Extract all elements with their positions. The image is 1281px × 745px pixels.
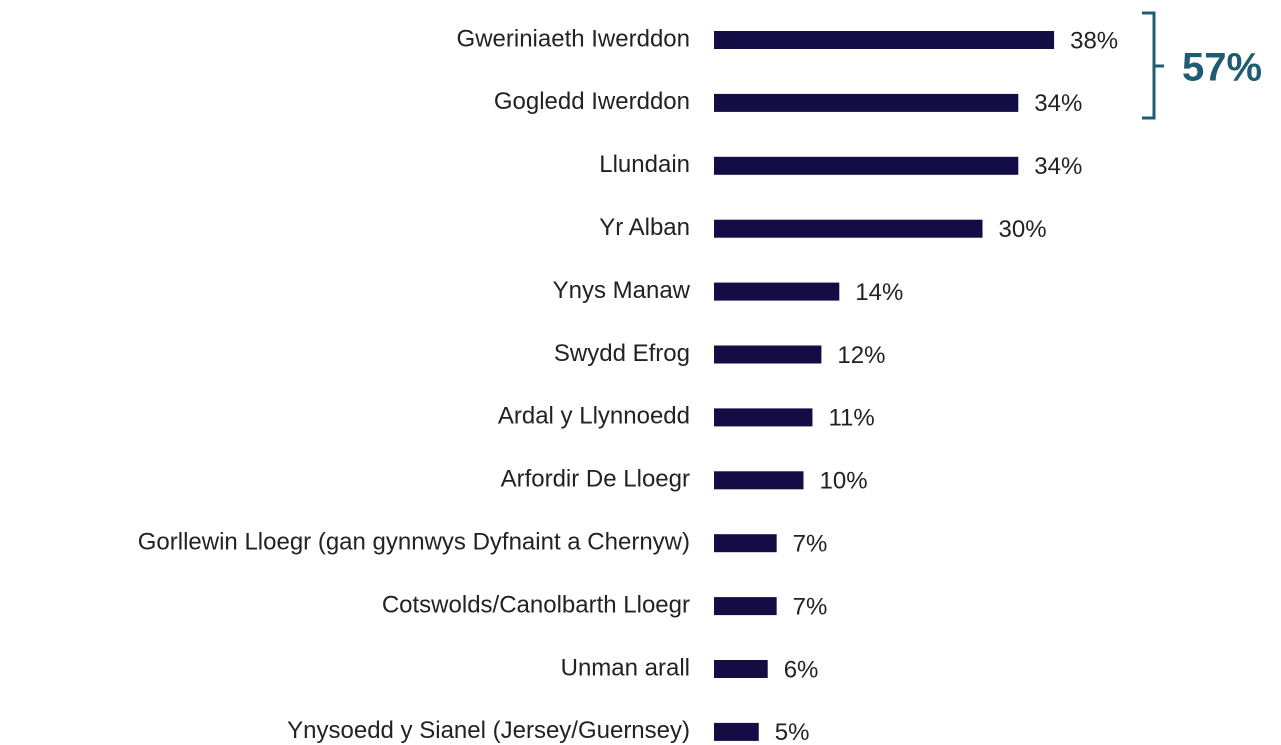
value-label: 11% [828,405,874,432]
bar [714,282,840,301]
bar [714,345,822,364]
value-label: 7% [793,593,828,620]
category-label: Gweriniaeth Iwerddon [457,25,690,52]
value-label: 14% [855,279,903,306]
category-label: Llundain [599,151,690,178]
bar [714,219,983,238]
bracket [1142,11,1164,120]
annotation: 57% [1182,46,1262,90]
bar [714,471,804,490]
category-label: Arfordir De Lloegr [501,466,690,493]
category-label: Ynysoedd y Sianel (Jersey/Guernsey) [287,717,690,744]
bar [714,408,813,427]
value-label: 38% [1070,27,1118,54]
value-label: 6% [784,656,819,683]
bar [714,156,1019,175]
category-label: Unman arall [561,654,690,681]
category-label: Swydd Efrog [554,340,690,367]
category-label: Gorllewin Lloegr (gan gynnwys Dyfnaint a… [138,529,690,556]
category-label: Yr Alban [599,214,690,241]
bar [714,93,1019,112]
value-label: 34% [1034,153,1082,180]
category-label: Cotswolds/Canolbarth Lloegr [382,591,690,618]
category-label: Ynys Manaw [553,277,691,304]
value-label: 34% [1034,90,1082,117]
value-label: 5% [775,719,810,745]
category-label: Ardal y Llynnoedd [498,403,690,430]
category-label: Gogledd Iwerddon [494,88,690,115]
value-label: 30% [999,216,1047,243]
bar [714,534,777,553]
value-label: 7% [793,531,828,558]
bar [714,597,777,616]
bar [714,31,1055,49]
bar [714,660,768,678]
value-label: 10% [820,468,868,495]
value-label: 12% [837,342,885,369]
bar [714,722,759,741]
